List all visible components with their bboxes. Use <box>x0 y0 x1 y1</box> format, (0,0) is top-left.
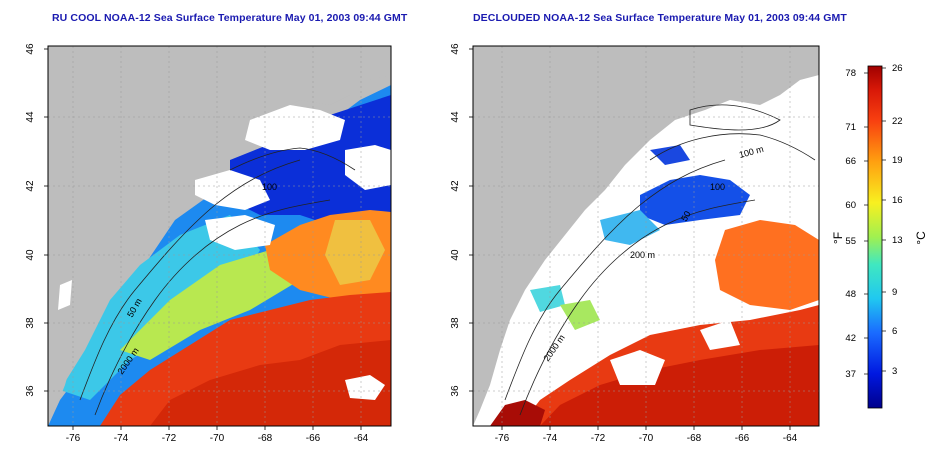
x-tick-label: -76 <box>495 433 510 444</box>
left-contour-50m <box>79 159 301 401</box>
y-tick-label: 38 <box>25 317 36 329</box>
right-ocean-blue-georges <box>640 175 750 225</box>
y-tick-label: 44 <box>25 111 36 123</box>
left-ocean-cyan-shelf <box>60 215 260 400</box>
left-ocean-gulf-core <box>150 340 391 426</box>
left-grid <box>48 46 391 426</box>
fahrenheit-tick: 37 <box>845 369 856 380</box>
fahrenheit-tick: 71 <box>845 122 856 133</box>
left-ocean-green-band <box>120 250 300 360</box>
x-tick-label: -68 <box>687 433 702 444</box>
right-tick-marks <box>469 48 791 430</box>
y-tick-label: 42 <box>450 180 461 192</box>
right-contour-label: 50 <box>679 209 693 223</box>
y-tick-label: 46 <box>25 43 36 55</box>
left-cloud-shelf-mid <box>205 215 275 250</box>
left-tick-marks <box>44 48 362 430</box>
left-map-title: RU COOL NOAA-12 Sea Surface Temperature … <box>52 12 408 24</box>
right-ocean-green-patch <box>560 300 600 330</box>
colorbar-celsius-ticks: 26 22 19 16 13 9 6 3 <box>892 63 903 377</box>
x-tick-label: -64 <box>783 433 798 444</box>
left-map-panel <box>48 46 391 426</box>
left-map-frame <box>47 45 392 427</box>
fahrenheit-tick: 42 <box>845 333 856 344</box>
left-contour-2000m <box>94 199 331 416</box>
right-grid <box>473 46 819 426</box>
celsius-tick: 19 <box>892 155 903 166</box>
colorbar-tick-marks <box>864 67 886 375</box>
fahrenheit-tick: 48 <box>845 289 856 300</box>
right-contour-2000m <box>519 199 756 416</box>
left-coast-land <box>48 46 391 426</box>
fahrenheit-tick: 66 <box>845 156 856 167</box>
x-tick-label: -72 <box>591 433 606 444</box>
x-tick-label: -74 <box>114 433 129 444</box>
celsius-tick: 9 <box>892 287 897 298</box>
right-contour-50m <box>504 159 726 401</box>
y-tick-label: 40 <box>25 249 36 261</box>
left-cloud-south <box>345 375 385 400</box>
x-tick-label: -66 <box>306 433 321 444</box>
y-tick-label: 46 <box>450 43 461 55</box>
right-contour-label: 100 <box>710 182 725 192</box>
x-tick-label: -70 <box>210 433 225 444</box>
right-coast-land <box>473 46 819 426</box>
right-x-axis: -76 -74 -72 -70 -68 -66 -64 <box>495 433 798 444</box>
y-tick-label: 36 <box>25 385 36 397</box>
celsius-tick: 16 <box>892 195 903 206</box>
left-x-axis: -76 -74 -72 -70 -68 -66 -64 <box>66 433 369 444</box>
celsius-tick: 22 <box>892 116 903 127</box>
left-ocean-yellow-eddy <box>325 220 385 285</box>
right-contour-label: 200 m <box>630 250 655 260</box>
right-ocean-cyan-south <box>530 285 565 312</box>
celsius-tick: 26 <box>892 63 903 74</box>
x-tick-label: -70 <box>639 433 654 444</box>
left-contour-label: 100 <box>262 182 277 192</box>
colorbar-fahrenheit-ticks: 78 71 66 60 55 48 42 37 <box>845 68 856 380</box>
y-tick-label: 38 <box>450 317 461 329</box>
left-contour-100m <box>229 147 356 171</box>
right-cloud-gap-2 <box>700 320 740 350</box>
left-cloud-east <box>345 145 391 190</box>
fahrenheit-axis-label: °F <box>831 232 845 244</box>
x-tick-label: -68 <box>258 433 273 444</box>
celsius-tick: 13 <box>892 235 903 246</box>
celsius-tick: 3 <box>892 366 897 377</box>
celsius-tick: 6 <box>892 326 897 337</box>
right-ocean-blue-maine <box>650 145 690 165</box>
celsius-axis-label: °C <box>914 231 928 245</box>
left-ocean-deep-blue <box>230 95 391 225</box>
right-ocean-orange-east <box>715 220 819 310</box>
y-tick-label: 36 <box>450 385 461 397</box>
right-ocean-gulf-core <box>540 345 819 426</box>
left-y-axis: 46 44 42 40 38 36 <box>25 43 36 397</box>
fahrenheit-tick: 55 <box>845 236 856 247</box>
right-map-panel <box>473 46 819 426</box>
right-y-axis: 46 44 42 40 38 36 <box>450 43 461 397</box>
left-cloud-coast <box>58 280 72 310</box>
left-cloud-gulf-of-maine <box>245 105 345 150</box>
right-contour-100m <box>649 133 816 161</box>
fahrenheit-tick: 78 <box>845 68 856 79</box>
y-tick-label: 42 <box>25 180 36 192</box>
colorbar-scale <box>867 65 883 409</box>
right-cloud-gap-1 <box>610 350 665 385</box>
x-tick-label: -76 <box>66 433 81 444</box>
right-ocean-darkred-south <box>490 400 545 426</box>
y-tick-label: 44 <box>450 111 461 123</box>
x-tick-label: -66 <box>735 433 750 444</box>
right-map-title: DECLOUDED NOAA-12 Sea Surface Temperatur… <box>473 12 847 24</box>
x-tick-label: -72 <box>162 433 177 444</box>
x-tick-label: -64 <box>354 433 369 444</box>
x-tick-label: -74 <box>543 433 558 444</box>
colorbar: 78 71 66 60 55 48 42 37 26 22 19 16 13 9… <box>831 63 928 409</box>
y-tick-label: 40 <box>450 249 461 261</box>
right-contour-inner <box>689 104 781 131</box>
fahrenheit-tick: 60 <box>845 200 856 211</box>
